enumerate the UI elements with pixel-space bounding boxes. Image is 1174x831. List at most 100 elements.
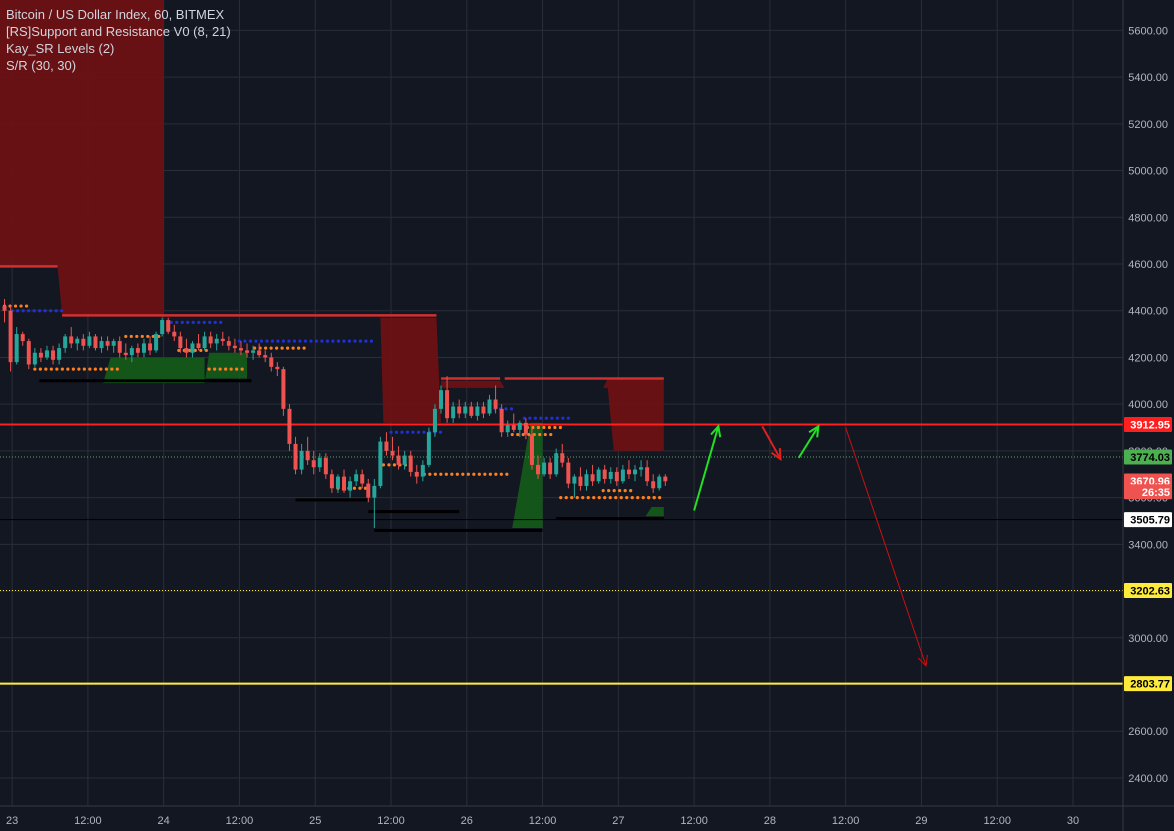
candle-body	[378, 441, 383, 486]
blue-dot	[303, 339, 308, 343]
orange-dot	[291, 346, 295, 350]
orange-dot	[229, 367, 233, 371]
candle-body	[166, 320, 171, 332]
orange-dot	[575, 496, 579, 500]
orange-dot	[543, 432, 547, 437]
candle-body	[190, 343, 195, 353]
orange-dot	[358, 486, 362, 490]
orange-dot	[597, 496, 601, 500]
orange-dot	[177, 348, 181, 353]
candle-body	[554, 453, 559, 475]
blue-dot	[54, 309, 58, 313]
candle-body	[348, 481, 353, 491]
arrow-head	[770, 448, 782, 462]
blue-dot	[438, 430, 443, 434]
orange-dot	[19, 304, 23, 308]
candle-body	[457, 406, 462, 414]
orange-dot	[433, 472, 437, 476]
price-tag	[1124, 484, 1172, 500]
blue-dot	[342, 339, 346, 343]
orange-dot	[49, 367, 53, 371]
blue-dot	[208, 320, 212, 324]
candle-body	[20, 334, 25, 342]
support-zone	[645, 506, 664, 517]
blue-dot	[347, 339, 352, 343]
price-tag-label: 3912.95	[1130, 420, 1170, 432]
candle-body	[505, 425, 510, 433]
arrow-line	[845, 427, 927, 666]
candle-body	[160, 320, 165, 335]
legend-indicator-sr-v0[interactable]: [RS]Support and Resistance V0 (8, 21)	[6, 24, 231, 39]
candle-body	[548, 462, 553, 475]
orange-dot	[647, 496, 651, 500]
price-tag-label: 26:35	[1142, 487, 1170, 499]
candle-body	[208, 336, 213, 344]
candle-body	[51, 350, 56, 360]
annotation-arrows	[693, 424, 928, 667]
candle-body	[657, 476, 662, 489]
x-tick-label: 24	[158, 815, 170, 827]
candle-body	[2, 306, 7, 311]
candle-body	[493, 399, 498, 409]
legend-indicator-kay-sr[interactable]: Kay_SR Levels (2)	[6, 41, 115, 56]
candle-body	[420, 464, 425, 477]
candle-body	[590, 474, 595, 482]
orange-dot	[570, 496, 574, 500]
candle-body	[214, 338, 219, 344]
candle-body	[614, 471, 619, 482]
orange-dot	[553, 425, 557, 430]
orange-dot	[450, 472, 454, 476]
blue-dot	[566, 416, 570, 420]
candle-body	[172, 331, 177, 337]
orange-dot	[104, 367, 108, 371]
orange-dot	[608, 496, 612, 500]
orange-dot	[60, 367, 64, 371]
y-tick-label: 4000.00	[1128, 399, 1168, 411]
candle-body	[305, 450, 310, 461]
legend-symbol[interactable]: Bitcoin / US Dollar Index, 60, BITMEX	[6, 7, 225, 22]
candle-body	[360, 474, 365, 484]
blue-dot	[364, 339, 368, 343]
y-tick-label: 5200.00	[1128, 119, 1168, 131]
orange-dot	[439, 472, 443, 476]
candle-body	[402, 455, 407, 465]
arrow-head	[917, 654, 928, 667]
candle-body	[202, 336, 207, 349]
price-tag	[1124, 676, 1172, 692]
candle-body	[329, 474, 334, 489]
y-tick-label: 5000.00	[1128, 166, 1168, 178]
blue-dot	[544, 416, 548, 420]
candle-body	[257, 350, 262, 356]
orange-dot	[488, 472, 492, 476]
orange-dot	[601, 489, 605, 493]
x-tick-label: 29	[915, 815, 927, 827]
blue-dot	[314, 339, 319, 343]
orange-dot	[612, 489, 616, 493]
orange-dot	[652, 496, 656, 500]
orange-dot	[630, 496, 634, 500]
time-axis[interactable]: 23 12:00 24 12:00 25 12:00 26 12:00 27 12:00 28 12:…	[0, 805, 1174, 827]
x-tick-label: 28	[764, 815, 776, 827]
candle-body	[408, 455, 413, 472]
orange-dot	[129, 334, 133, 339]
orange-dot	[641, 496, 645, 500]
x-tick-label: 12:00	[226, 815, 254, 827]
arrow-head	[808, 424, 820, 438]
candle-body	[536, 464, 541, 475]
candle-body	[578, 476, 583, 486]
legend-indicator-sr[interactable]: S/R (30, 30)	[6, 58, 77, 73]
orange-dot	[151, 334, 155, 339]
blue-dot	[219, 320, 223, 324]
candle-body	[626, 469, 631, 475]
chart-legend: Bitcoin / US Dollar Index, 60, BITMEX [R…	[6, 6, 231, 74]
blue-dot	[320, 339, 324, 343]
candle-body	[529, 434, 534, 465]
orange-dot	[218, 367, 222, 371]
x-tick-label: 12:00	[529, 815, 557, 827]
x-tick-label: 12:00	[680, 815, 708, 827]
candle-body	[14, 334, 19, 363]
candle-body	[511, 425, 516, 430]
price-tag	[1124, 512, 1172, 528]
